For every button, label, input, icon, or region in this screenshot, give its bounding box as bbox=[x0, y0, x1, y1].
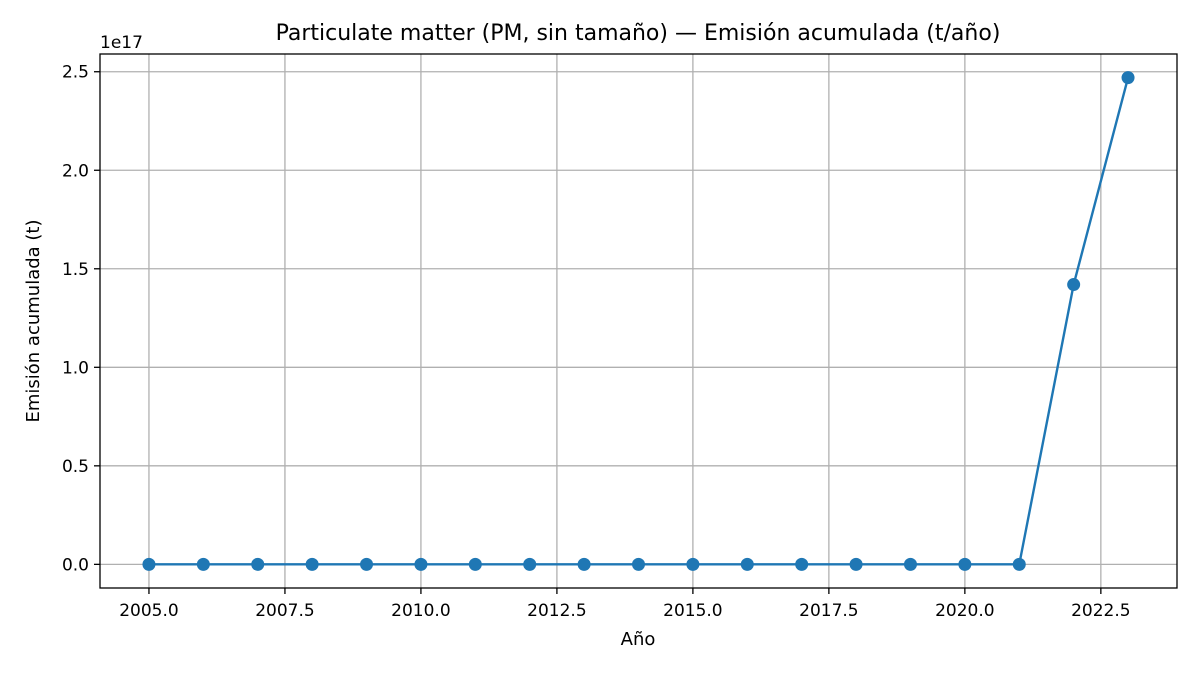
x-tick-label: 2012.5 bbox=[527, 601, 586, 621]
x-tick-label: 2005.0 bbox=[119, 601, 178, 621]
series-layer bbox=[142, 71, 1135, 571]
y-axis-label: Emisión acumulada (t) bbox=[23, 219, 44, 422]
data-point bbox=[795, 557, 809, 571]
y-tick-label: 1.5 bbox=[62, 260, 89, 280]
data-point bbox=[414, 557, 428, 571]
data-point bbox=[142, 557, 156, 571]
data-point bbox=[251, 557, 265, 571]
x-tick-label: 2017.5 bbox=[799, 601, 858, 621]
y-tick-label: 2.0 bbox=[62, 161, 89, 181]
x-axis-label: Año bbox=[621, 629, 656, 650]
data-point bbox=[360, 557, 374, 571]
data-point bbox=[740, 557, 754, 571]
data-point bbox=[577, 557, 591, 571]
data-point bbox=[1012, 557, 1026, 571]
x-tick-label: 2007.5 bbox=[255, 601, 314, 621]
data-point bbox=[903, 557, 917, 571]
data-point bbox=[196, 557, 210, 571]
data-point bbox=[1121, 71, 1135, 85]
data-point bbox=[632, 557, 645, 571]
y-tick-label: 2.5 bbox=[62, 63, 89, 83]
y-tick-label: 0.0 bbox=[62, 555, 89, 575]
data-point bbox=[958, 557, 972, 571]
data-point bbox=[468, 557, 482, 571]
data-point bbox=[305, 557, 319, 571]
x-tick-label: 2022.5 bbox=[1071, 601, 1130, 621]
data-point bbox=[849, 557, 863, 571]
plot-frame bbox=[99, 53, 1178, 589]
chart-title: Particulate matter (PM, sin tamaño) — Em… bbox=[276, 21, 1001, 46]
grid-lines bbox=[100, 54, 1177, 588]
data-point bbox=[523, 557, 537, 571]
y-tick-label: 1.0 bbox=[62, 358, 89, 378]
x-tick-label: 2010.0 bbox=[391, 601, 450, 621]
data-point bbox=[686, 557, 700, 571]
ticks: 2005.0 2007.5 2010.0 2012.5 2015.0 2017.5 2020… bbox=[62, 63, 1131, 621]
x-tick-label: 2020.0 bbox=[935, 601, 994, 621]
series-line bbox=[148, 77, 1130, 566]
y-offset-label: 1e17 bbox=[100, 33, 143, 53]
data-point bbox=[1067, 278, 1081, 292]
x-tick-label: 2015.0 bbox=[663, 601, 722, 621]
y-tick-label: 0.5 bbox=[62, 457, 89, 477]
